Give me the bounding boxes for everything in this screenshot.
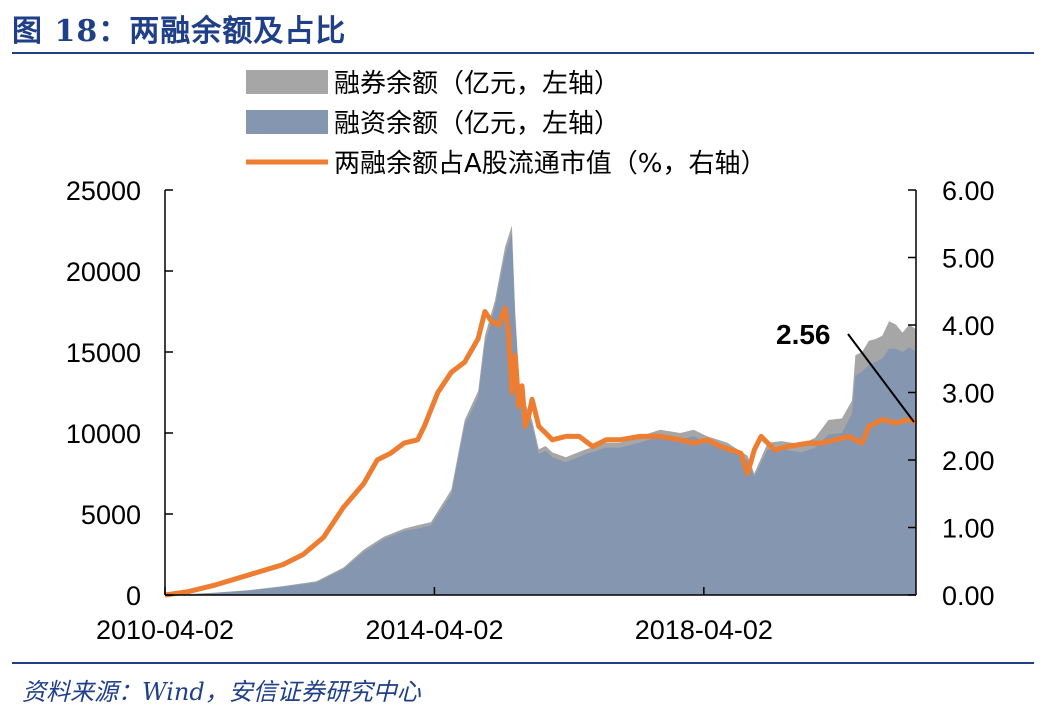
right-tick-label: 6.00 <box>942 176 995 206</box>
financing-balance-area-path <box>165 233 916 595</box>
right-tick-label: 4.00 <box>942 311 995 341</box>
left-tick-label: 10000 <box>66 419 141 449</box>
right-tick-label: 1.00 <box>942 514 995 544</box>
left-axis-ticks: 0 5000 10000 15000 20000 25000 <box>66 176 173 611</box>
legend-swatch-financing <box>246 110 328 134</box>
right-tick-label: 0.00 <box>942 581 995 611</box>
legend-label-financing: 融资余额（亿元，左轴） <box>334 109 620 139</box>
annotation-label: 2.56 <box>776 319 831 350</box>
left-tick-label: 25000 <box>66 176 141 206</box>
left-tick-label: 0 <box>126 581 141 611</box>
ratio-line-path <box>164 305 917 598</box>
annotation-leader <box>847 333 915 423</box>
left-tick-label: 5000 <box>81 500 141 530</box>
right-tick-label: 3.00 <box>942 379 995 409</box>
legend-label-ratio: 两融余额占A股流通市值（%，右轴） <box>334 149 767 179</box>
left-tick-label: 20000 <box>66 257 141 287</box>
left-tick-label: 15000 <box>66 338 141 368</box>
x-tick-label: 2010-04-02 <box>96 615 234 645</box>
header-divider <box>12 52 1034 54</box>
legend: 融券余额（亿元，左轴） 融资余额（亿元，左轴） 两融余额占A股流通市值（%，右轴… <box>246 69 767 179</box>
footer-divider <box>12 662 1034 664</box>
legend-swatch-short <box>246 70 328 94</box>
legend-label-short: 融券余额（亿元，左轴） <box>334 69 620 99</box>
page-title: 图 18：两融余额及占比 <box>12 14 347 49</box>
x-tick-label: 2018-04-02 <box>635 615 773 645</box>
right-tick-label: 5.00 <box>942 244 995 274</box>
financing-balance-area <box>165 233 916 595</box>
x-axis-ticks: 2010-04-02 2014-04-02 2018-04-02 <box>96 587 773 645</box>
chart: 融券余额（亿元，左轴） 融资余额（亿元，左轴） 两融余额占A股流通市值（%，右轴… <box>66 69 995 645</box>
ratio-line <box>164 305 917 598</box>
right-axis-ticks: 0.00 1.00 2.00 3.00 4.00 5.00 6.00 <box>908 176 995 611</box>
x-tick-label: 2014-04-02 <box>365 615 503 645</box>
right-tick-label: 2.00 <box>942 446 995 476</box>
source-note: 资料来源：Wind，安信证券研究中心 <box>22 678 421 706</box>
